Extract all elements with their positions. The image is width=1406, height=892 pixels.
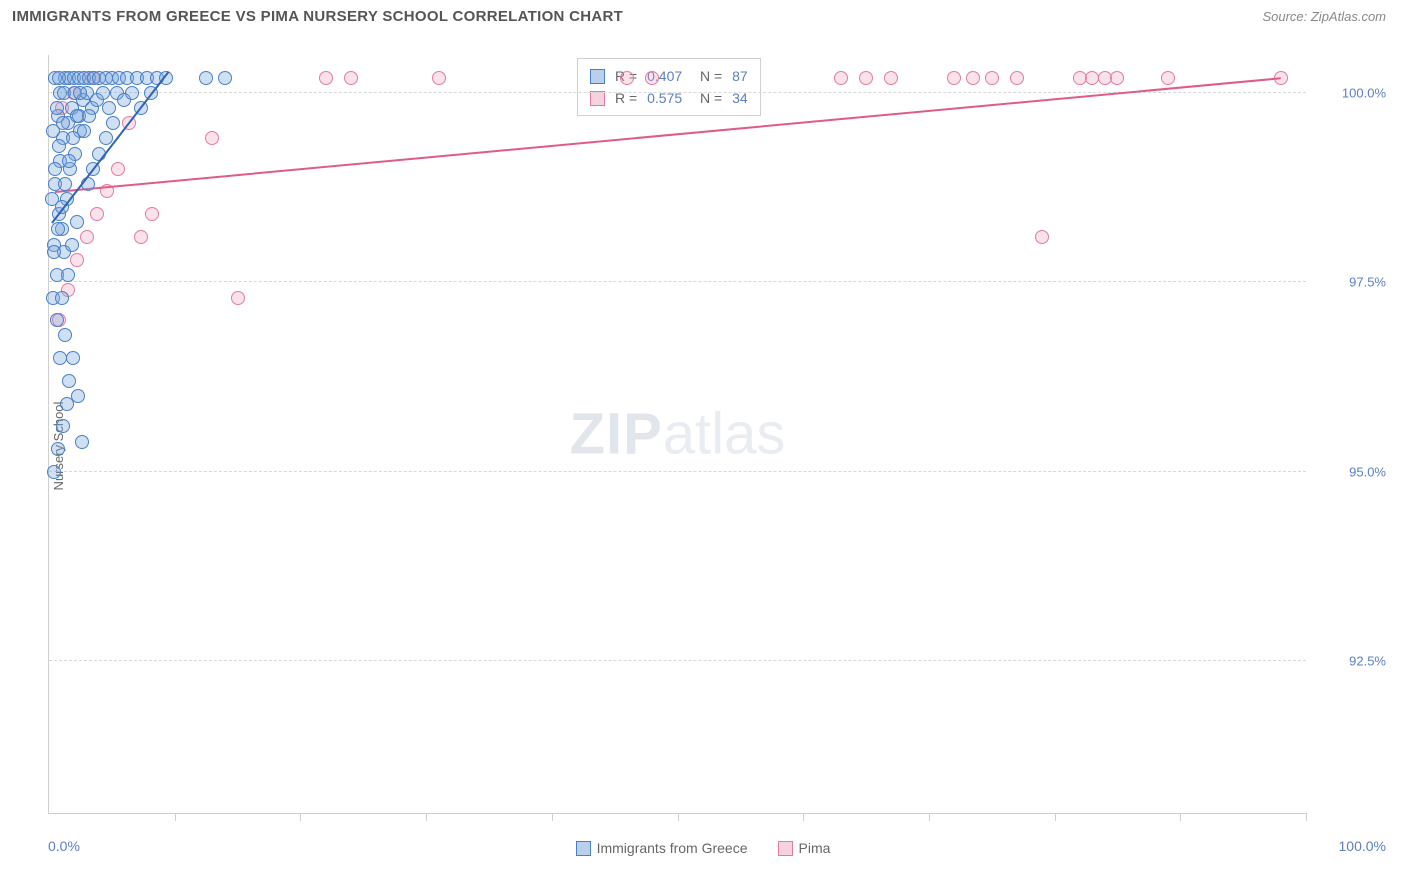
scatter-point-b <box>344 71 358 85</box>
gridline <box>49 471 1306 472</box>
scatter-point-b <box>947 71 961 85</box>
scatter-point-a <box>199 71 213 85</box>
scatter-point-a <box>60 397 74 411</box>
chart-plot-area: ZIPatlas R = 0.407 N = 87 R = 0.575 N = … <box>48 55 1306 814</box>
legend-n-label: N = <box>692 87 722 109</box>
scatter-point-b <box>80 230 94 244</box>
bottom-legend: Immigrants from Greece Pima <box>0 840 1406 856</box>
x-tick <box>552 813 553 821</box>
gridline <box>49 660 1306 661</box>
scatter-point-a <box>62 374 76 388</box>
scatter-point-b <box>134 230 148 244</box>
scatter-point-b <box>859 71 873 85</box>
legend-n-label: N = <box>692 65 722 87</box>
scatter-point-b <box>111 162 125 176</box>
scatter-point-a <box>48 162 62 176</box>
scatter-point-b <box>1161 71 1175 85</box>
x-tick <box>1180 813 1181 821</box>
scatter-point-a <box>73 86 87 100</box>
correlation-legend-box: R = 0.407 N = 87 R = 0.575 N = 34 <box>577 58 761 116</box>
source-label: Source: ZipAtlas.com <box>1262 9 1386 24</box>
scatter-point-b <box>231 291 245 305</box>
scatter-point-a <box>50 313 64 327</box>
chart-header: IMMIGRANTS FROM GREECE VS PIMA NURSERY S… <box>0 0 1406 31</box>
scatter-point-b <box>70 253 84 267</box>
y-tick-label: 95.0% <box>1349 464 1386 479</box>
legend-n-value-a: 87 <box>732 65 748 87</box>
scatter-point-b <box>205 131 219 145</box>
scatter-point-a <box>52 71 66 85</box>
scatter-point-a <box>61 268 75 282</box>
scatter-point-b <box>834 71 848 85</box>
legend-n-value-b: 34 <box>732 87 748 109</box>
scatter-point-b <box>1035 230 1049 244</box>
scatter-point-b <box>985 71 999 85</box>
chart-title: IMMIGRANTS FROM GREECE VS PIMA NURSERY S… <box>12 8 623 25</box>
scatter-point-a <box>77 124 91 138</box>
gridline <box>49 281 1306 282</box>
x-tick <box>1306 813 1307 821</box>
bottom-swatch-a <box>576 841 591 856</box>
x-tick <box>175 813 176 821</box>
scatter-point-a <box>58 328 72 342</box>
scatter-point-a <box>51 442 65 456</box>
scatter-point-b <box>645 71 659 85</box>
scatter-point-b <box>1110 71 1124 85</box>
y-tick-label: 100.0% <box>1342 85 1386 100</box>
scatter-point-b <box>432 71 446 85</box>
scatter-point-a <box>96 86 110 100</box>
scatter-point-b <box>145 207 159 221</box>
scatter-point-b <box>90 207 104 221</box>
bottom-legend-label-a: Immigrants from Greece <box>597 840 748 856</box>
x-tick <box>803 813 804 821</box>
x-tick <box>929 813 930 821</box>
y-tick-label: 92.5% <box>1349 654 1386 669</box>
scatter-point-a <box>52 139 66 153</box>
y-tick-label: 97.5% <box>1349 275 1386 290</box>
scatter-point-b <box>966 71 980 85</box>
scatter-point-a <box>218 71 232 85</box>
bottom-legend-item-b: Pima <box>778 840 831 856</box>
scatter-point-a <box>47 465 61 479</box>
scatter-point-a <box>125 86 139 100</box>
legend-row-a: R = 0.407 N = 87 <box>590 65 748 87</box>
x-tick <box>678 813 679 821</box>
scatter-point-b <box>884 71 898 85</box>
scatter-point-a <box>106 116 120 130</box>
scatter-point-a <box>65 238 79 252</box>
bottom-swatch-b <box>778 841 793 856</box>
legend-r-value-b: 0.575 <box>647 87 682 109</box>
bottom-legend-item-a: Immigrants from Greece <box>576 840 748 856</box>
scatter-point-a <box>70 215 84 229</box>
scatter-point-a <box>56 419 70 433</box>
scatter-point-a <box>56 116 70 130</box>
scatter-point-a <box>50 101 64 115</box>
scatter-point-b <box>1010 71 1024 85</box>
scatter-point-a <box>51 222 65 236</box>
scatter-point-a <box>102 101 116 115</box>
scatter-point-a <box>82 109 96 123</box>
legend-swatch-a <box>590 69 605 84</box>
x-tick <box>426 813 427 821</box>
scatter-point-b <box>620 71 634 85</box>
x-tick <box>1055 813 1056 821</box>
watermark-part2: atlas <box>663 402 786 467</box>
scatter-point-a <box>55 291 69 305</box>
legend-row-b: R = 0.575 N = 34 <box>590 87 748 109</box>
watermark: ZIPatlas <box>570 401 786 468</box>
scatter-point-a <box>75 435 89 449</box>
bottom-legend-label-b: Pima <box>799 840 831 856</box>
scatter-point-b <box>319 71 333 85</box>
watermark-part1: ZIP <box>570 402 663 467</box>
legend-r-label: R = <box>615 87 637 109</box>
scatter-point-a <box>62 154 76 168</box>
scatter-point-a <box>66 351 80 365</box>
scatter-point-a <box>58 177 72 191</box>
scatter-point-a <box>47 245 61 259</box>
x-tick <box>300 813 301 821</box>
